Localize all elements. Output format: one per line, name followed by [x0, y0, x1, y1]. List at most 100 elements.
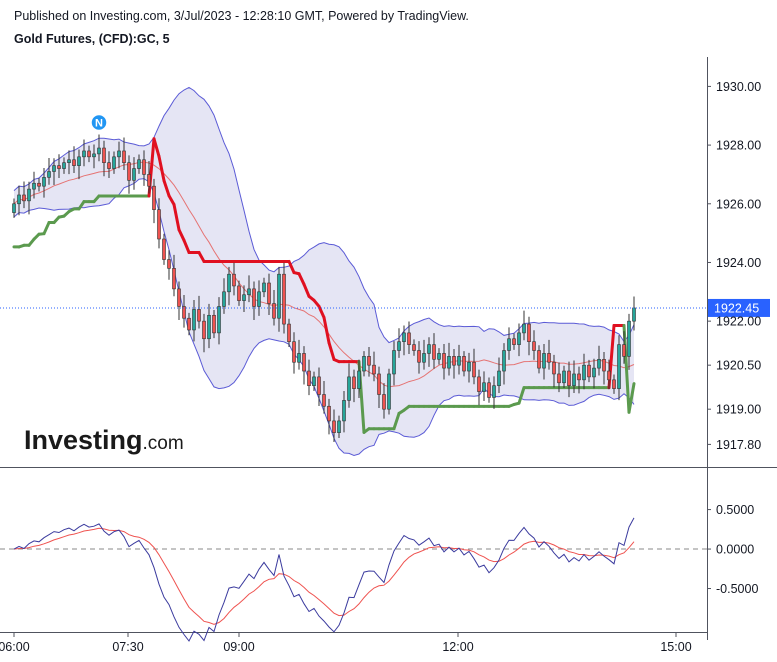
- candle-body: [497, 370, 501, 387]
- candle-body: [107, 162, 111, 169]
- candle: [547, 339, 551, 370]
- candle-body: [452, 356, 456, 366]
- candle-body: [187, 317, 191, 331]
- candle-body: [317, 376, 321, 395]
- candle-body: [262, 282, 266, 293]
- candle: [322, 381, 326, 414]
- time-axis-ticks: 06:00 07:30 09:00 12:00 15:00: [0, 632, 692, 654]
- candle-body: [152, 185, 156, 210]
- supertrend-segment: [322, 315, 331, 345]
- candle-body: [517, 332, 521, 345]
- candle-body: [162, 238, 166, 260]
- signal-line: [13, 527, 635, 625]
- candle-body: [142, 159, 146, 175]
- candle: [557, 362, 561, 393]
- candle: [607, 359, 611, 390]
- supertrend-segment: [42, 221, 51, 236]
- candlesticks: [12, 134, 636, 443]
- candle-body: [387, 373, 391, 410]
- candle-body: [47, 171, 51, 178]
- candle: [147, 160, 151, 194]
- candle-body: [487, 382, 491, 398]
- candle-body: [32, 182, 36, 190]
- candle: [317, 367, 321, 406]
- candle-body: [557, 373, 561, 384]
- candle: [17, 185, 21, 216]
- candle: [457, 344, 461, 375]
- candle: [212, 310, 216, 339]
- candle: [412, 339, 416, 356]
- candle: [187, 312, 191, 336]
- candle: [82, 139, 86, 167]
- supertrend-segment: [297, 272, 306, 286]
- candle: [247, 275, 251, 303]
- marker-label: N: [95, 118, 103, 130]
- price-tick-label: 1919.00: [716, 403, 761, 417]
- candle-body: [182, 306, 186, 319]
- supertrend-segment: [622, 324, 631, 414]
- candle: [442, 344, 446, 380]
- candle-body: [567, 370, 571, 387]
- news-marker[interactable]: N: [90, 113, 108, 132]
- candle: [297, 339, 301, 370]
- candle: [507, 327, 511, 360]
- candle-body: [247, 288, 251, 296]
- candle: [427, 337, 431, 367]
- candle-body: [462, 356, 466, 372]
- price-tick-label: 1924.00: [716, 256, 761, 270]
- candle: [407, 321, 411, 355]
- candle-body: [197, 309, 201, 322]
- time-tick-label: 12:00: [442, 640, 473, 654]
- candle: [307, 359, 311, 396]
- supertrend-line: [12, 137, 636, 434]
- candle-body: [622, 344, 626, 357]
- candle-body: [372, 364, 376, 375]
- candle-body: [122, 150, 126, 164]
- candle: [182, 295, 186, 328]
- candle: [282, 262, 286, 334]
- candle: [537, 345, 541, 374]
- candle: [612, 374, 616, 394]
- candle: [112, 151, 116, 174]
- upper-band: [13, 86, 635, 344]
- candle: [167, 250, 171, 280]
- candle-body: [362, 356, 366, 372]
- investing-logo: Investing.com: [24, 425, 184, 455]
- candle: [237, 280, 241, 306]
- candle: [137, 154, 141, 174]
- candle: [492, 376, 496, 409]
- supertrend-segment: [287, 259, 296, 275]
- candle-body: [287, 323, 291, 342]
- price-tick-label: 1920.50: [716, 359, 761, 373]
- candle-body: [617, 344, 621, 389]
- price-tick-label: 1926.00: [716, 197, 761, 211]
- candle-body: [327, 405, 331, 422]
- candle-body: [37, 182, 41, 187]
- marker-circle: [90, 113, 108, 132]
- oscillator-tick-label: 0.5000: [716, 503, 754, 517]
- candle: [62, 157, 66, 174]
- candle-body: [582, 364, 586, 381]
- candle: [482, 371, 486, 401]
- candle-body: [137, 159, 141, 169]
- candle: [502, 343, 506, 385]
- price-tick-label: 1917.80: [716, 438, 761, 452]
- candle-body: [607, 370, 611, 381]
- candle-body: [172, 268, 176, 290]
- candle: [27, 181, 31, 215]
- candle: [437, 348, 441, 365]
- candle-body: [282, 273, 286, 325]
- candle-body: [447, 356, 451, 369]
- supertrend-segment: [157, 154, 166, 183]
- candle-body: [332, 420, 336, 433]
- candle-body: [522, 323, 526, 334]
- candle-body: [512, 338, 516, 345]
- candle-body: [112, 156, 116, 169]
- candle: [387, 368, 391, 415]
- candle: [232, 262, 236, 296]
- candle: [262, 277, 266, 298]
- oscillator-tick-label: 0.0000: [716, 543, 754, 557]
- candle: [357, 359, 361, 399]
- candle: [467, 352, 471, 383]
